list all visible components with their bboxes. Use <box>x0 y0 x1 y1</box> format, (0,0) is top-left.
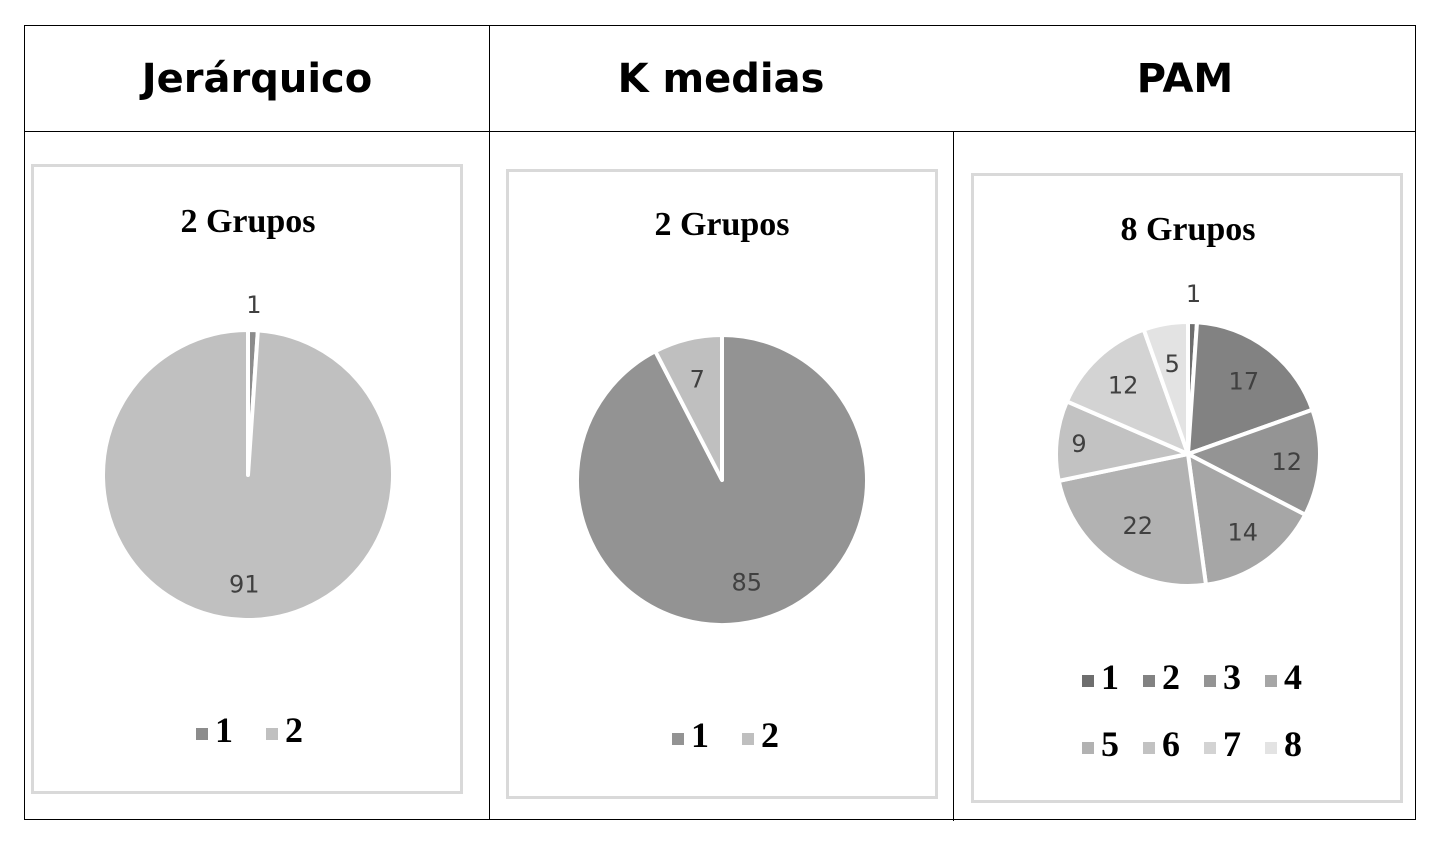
data-label-1: 1 <box>1186 280 1201 308</box>
legend-label-2: 2 <box>761 715 779 755</box>
chart-title: 8 Grupos <box>1120 211 1255 248</box>
legend-label-1: 1 <box>215 710 233 750</box>
legend-swatch-2 <box>1143 675 1155 687</box>
header-k-medias: K medias <box>617 55 825 102</box>
legend-label-7: 7 <box>1223 724 1241 764</box>
data-label-6: 9 <box>1071 430 1086 458</box>
pie-slice-2 <box>653 333 724 482</box>
data-label-2: 7 <box>690 366 705 394</box>
legend-label-6: 6 <box>1162 724 1180 764</box>
pie-slice-8 <box>1141 320 1190 456</box>
pie-slice-5 <box>1056 452 1208 588</box>
data-label-8: 5 <box>1165 350 1180 378</box>
legend-swatch-6 <box>1143 742 1155 754</box>
chart-title: 2 Grupos <box>180 203 315 240</box>
pie-slice-3 <box>1186 407 1322 517</box>
header-divider <box>25 131 1415 132</box>
pie-slice-2 <box>1186 320 1315 456</box>
legend-label-1: 1 <box>1101 657 1119 697</box>
legend-swatch-1 <box>1082 675 1094 687</box>
column-divider-2 <box>953 131 954 821</box>
legend-label-5: 5 <box>1101 724 1119 764</box>
data-label-5: 22 <box>1122 512 1153 540</box>
data-label-2: 91 <box>229 571 260 599</box>
legend-swatch-3 <box>1204 675 1216 687</box>
chart-jerarquico: 2 Grupos 1 91 1 2 <box>31 164 463 794</box>
legend-swatch-5 <box>1082 742 1094 754</box>
chart-k-medias: 2 Grupos 85 7 1 2 <box>506 169 938 799</box>
legend-label-8: 8 <box>1284 724 1302 764</box>
legend-swatch-1 <box>196 728 208 740</box>
pie-slice-2 <box>101 328 395 622</box>
results-table: Jerárquico K medias PAM 2 Grupos 1 91 1 2 2 … <box>24 25 1416 821</box>
pie-chart-jerarquico: 2 Grupos 1 91 1 2 <box>101 203 395 750</box>
legend-label-2: 2 <box>285 710 303 750</box>
legend-swatch-2 <box>266 728 278 740</box>
pie-slice-7 <box>1064 327 1190 456</box>
legend-swatch-8 <box>1265 742 1277 754</box>
data-label-2: 17 <box>1229 367 1260 395</box>
data-label-7: 12 <box>1108 372 1139 400</box>
pie-chart-k-medias: 2 Grupos 85 7 1 2 <box>575 206 869 755</box>
pie-slice-1 <box>575 333 869 627</box>
legend-swatch-7 <box>1204 742 1216 754</box>
header-pam: PAM <box>1136 55 1234 102</box>
legend-label-3: 3 <box>1223 657 1241 697</box>
data-label-1: 85 <box>731 568 762 596</box>
legend-label-1: 1 <box>691 715 709 755</box>
legend-label-2: 2 <box>1162 657 1180 697</box>
column-divider-1 <box>489 26 490 819</box>
legend-label-4: 4 <box>1284 657 1302 697</box>
pie-slice-4 <box>1186 452 1308 587</box>
legend-swatch-2 <box>742 733 754 745</box>
data-label-4: 14 <box>1228 519 1259 547</box>
chart-title: 2 Grupos <box>654 206 789 243</box>
data-label-1: 1 <box>246 291 261 319</box>
chart-pam: 8 Grupos 1 17 12 14 22 9 12 5 1 2 3 4 5 6 7 8 <box>971 173 1403 803</box>
legend-swatch-1 <box>672 733 684 745</box>
data-label-3: 12 <box>1271 448 1302 476</box>
header-jerarquico: Jerárquico <box>141 55 373 102</box>
legend-swatch-4 <box>1265 675 1277 687</box>
